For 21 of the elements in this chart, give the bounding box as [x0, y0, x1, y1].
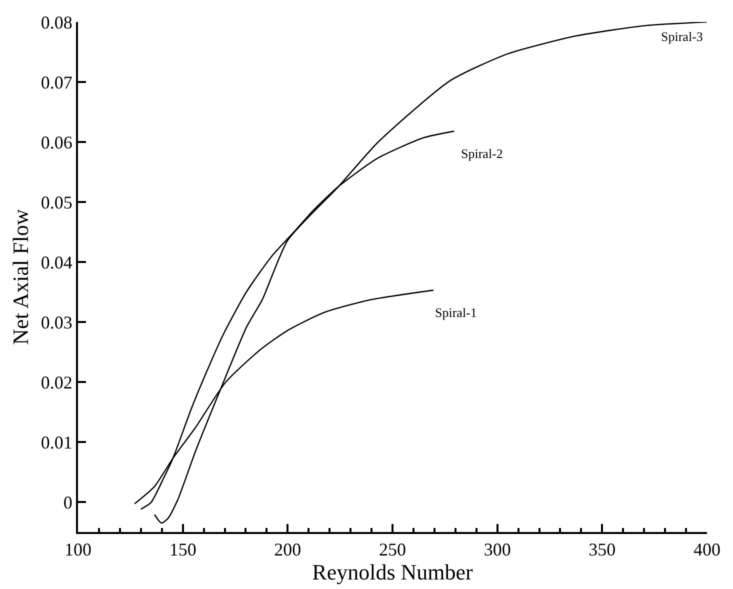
x-tick-label: 300	[484, 540, 511, 560]
x-tick-label: 150	[169, 540, 196, 560]
x-tick-label: 100	[64, 540, 92, 560]
y-tick-label: 0.05	[40, 192, 72, 212]
x-tick-label: 200	[274, 540, 302, 560]
y-tick-label: 0.04	[40, 252, 72, 272]
series-label: Spiral-1	[435, 305, 477, 320]
y-tick-label: 0.08	[40, 12, 72, 32]
y-tick-label: 0.01	[40, 432, 72, 452]
series-label: Spiral-3	[661, 29, 703, 44]
y-tick-label: 0	[63, 492, 72, 512]
x-tick-label: 400	[694, 540, 720, 560]
x-tick-label: 250	[379, 540, 406, 560]
y-tick-label: 0.07	[40, 72, 72, 92]
x-axis-title: Reynolds Number	[312, 560, 474, 585]
x-tick-label: 350	[588, 540, 616, 560]
y-tick-label: 0.06	[40, 132, 72, 152]
y-tick-label: 0.03	[40, 312, 72, 332]
y-axis-title: Net Axial Flow	[8, 209, 34, 345]
series-label: Spiral-2	[461, 146, 503, 161]
y-tick-label: 0.02	[40, 372, 72, 392]
